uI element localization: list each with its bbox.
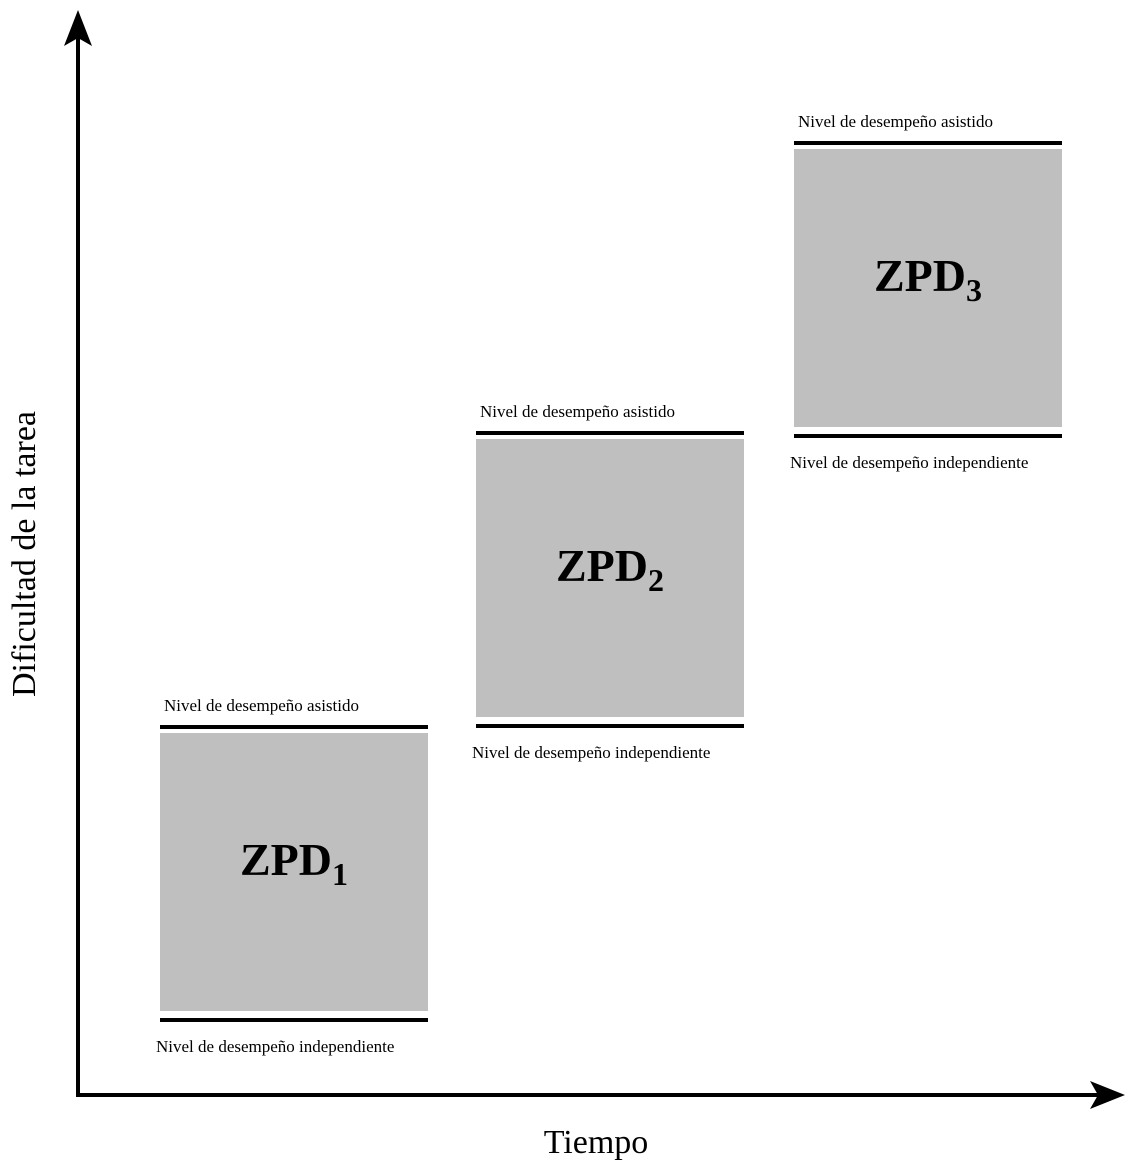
zpd-title-name: ZPD: [874, 250, 966, 301]
independent-level-line: [160, 1018, 428, 1022]
independent-level-label: Nivel de desempeño independiente: [472, 743, 711, 762]
zpd-title-index: 2: [648, 562, 664, 598]
x-axis-title: Tiempo: [543, 1124, 649, 1161]
assisted-level-line: [794, 141, 1062, 145]
zpd-title-index: 1: [332, 856, 348, 892]
zpd-box: [476, 439, 744, 717]
assisted-level-line: [160, 725, 428, 729]
independent-level-label: Nivel de desempeño independiente: [156, 1037, 395, 1056]
zpd-box: [794, 149, 1062, 427]
y-axis-title: Dificultad de la tarea: [6, 410, 43, 698]
zpd-title: ZPD2: [476, 539, 744, 599]
independent-level-line: [476, 724, 744, 728]
independent-level-line: [794, 434, 1062, 438]
zpd-title-name: ZPD: [556, 540, 648, 591]
zpd-box: [160, 733, 428, 1011]
zpd-title-index: 3: [966, 272, 982, 308]
assisted-level-label: Nivel de desempeño asistido: [480, 402, 675, 421]
x-axis-arrowhead: [1090, 1081, 1125, 1109]
assisted-level-label: Nivel de desempeño asistido: [798, 112, 993, 131]
assisted-level-label: Nivel de desempeño asistido: [164, 696, 359, 715]
y-axis-arrowhead: [64, 10, 92, 46]
zpd-title: ZPD1: [160, 833, 428, 893]
assisted-level-line: [476, 431, 744, 435]
independent-level-label: Nivel de desempeño independiente: [790, 453, 1029, 472]
zpd-title-name: ZPD: [240, 834, 332, 885]
zpd-title: ZPD3: [794, 249, 1062, 309]
